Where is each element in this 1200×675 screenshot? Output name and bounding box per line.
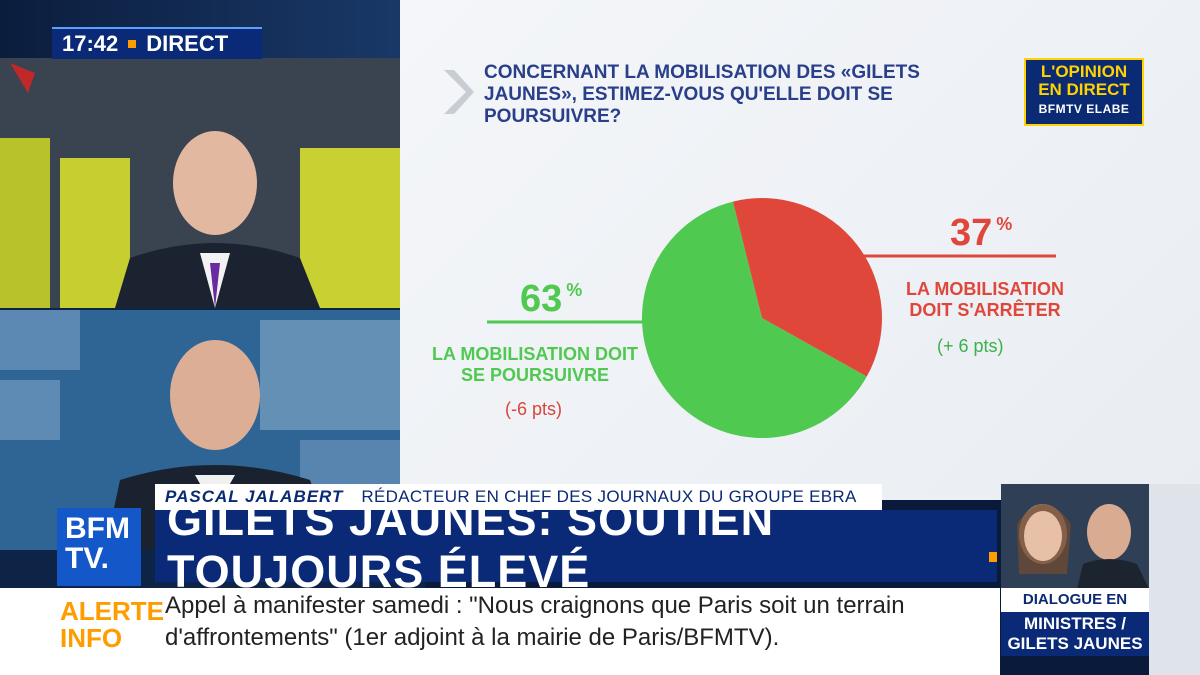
percent-continue: 63% — [520, 278, 582, 321]
poll-question: CONCERNANT LA MOBILISATION DES «GILETS J… — [484, 62, 920, 127]
ticker-text: Appel à manifester samedi : "Nous craign… — [165, 592, 905, 651]
chevron-right-icon — [444, 70, 474, 114]
promo-box: DIALOGUE EN DIRECT MINISTRES / GILETS JA… — [1001, 484, 1149, 656]
headline-accent — [989, 552, 997, 562]
name-bar: PASCAL JALABERT Rédacteur en chef des jo… — [155, 484, 882, 510]
right-strip — [1149, 484, 1200, 675]
percent-continue-unit: % — [566, 280, 583, 300]
clock-badge: 17:42 DIRECT — [52, 27, 262, 59]
percent-stop: 37% — [950, 212, 1012, 255]
guest-name: PASCAL JALABERT — [165, 487, 344, 506]
headline-text: GILETS JAUNES: SOUTIEN TOUJOURS ÉLEVÉ — [167, 494, 775, 597]
guest-role: Rédacteur en chef des journaux du groupe… — [361, 487, 857, 506]
protest-scene-image — [0, 58, 420, 308]
percent-continue-value: 63 — [520, 278, 563, 320]
promo-faces-image — [1001, 484, 1149, 589]
channel-logo-line1: BFM — [65, 512, 130, 545]
poll-pie-chart — [487, 198, 1056, 438]
opinion-badge-line2: EN DIRECT — [1038, 80, 1130, 99]
guest-camera-top — [0, 58, 420, 308]
percent-stop-unit: % — [996, 214, 1013, 234]
alert-tag-line1: ALERTE — [60, 596, 164, 626]
opinion-badge: L'OPINION EN DIRECT BFMTV ELABE — [1024, 58, 1144, 126]
label-stop: LA MOBILISATION DOIT S'ARRÊTER — [906, 279, 1064, 320]
delta-continue: (-6 pts) — [505, 399, 563, 419]
label-continue: LA MOBILISATION DOIT SE POURSUIVRE — [432, 344, 638, 385]
channel-logo-line2: TV. — [65, 542, 109, 575]
news-ticker — [0, 588, 1000, 675]
alert-tag-line2: INFO — [60, 623, 123, 653]
pie-slice-stop — [732, 198, 883, 377]
clock-separator — [128, 40, 137, 48]
channel-logo: BFM TV. — [57, 508, 141, 586]
alert-tag: ALERTE INFO — [60, 598, 164, 652]
opinion-badge-line3: BFMTV ELABE — [1038, 102, 1130, 116]
headline-bar: GILETS JAUNES: SOUTIEN TOUJOURS ÉLEVÉ — [155, 494, 997, 597]
pie-slice-continue — [642, 201, 867, 438]
delta-stop: (+ 6 pts) — [937, 336, 1004, 356]
live-label: DIRECT — [146, 31, 229, 56]
promo-line2: MINISTRES / GILETS JAUNES — [1001, 612, 1149, 656]
opinion-badge-line1: L'OPINION — [1040, 62, 1128, 81]
clock-time: 17:42 — [62, 31, 119, 56]
percent-stop-value: 37 — [950, 212, 993, 254]
promo-line1: DIALOGUE EN DIRECT — [1001, 588, 1149, 632]
